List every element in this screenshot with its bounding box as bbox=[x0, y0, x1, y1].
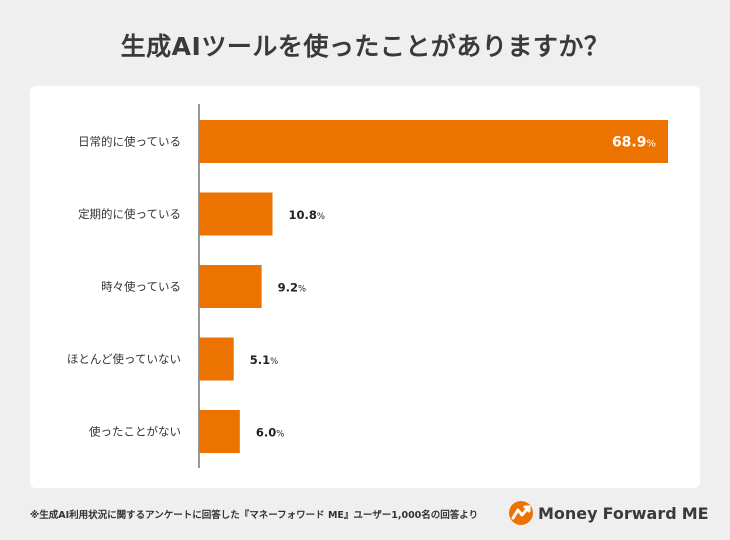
bar bbox=[199, 265, 262, 308]
bar bbox=[199, 410, 240, 453]
category-label: 日常的に使っている bbox=[78, 135, 181, 149]
money-forward-logo-icon bbox=[509, 501, 533, 525]
logo-text-money: Money bbox=[538, 503, 598, 523]
category-label: 定期的に使っている bbox=[78, 207, 181, 221]
bar bbox=[199, 337, 234, 381]
bar bbox=[199, 120, 668, 163]
chart-title: 生成AIツールを使ったことがありますか？ bbox=[120, 32, 610, 61]
bar-chart: 日常的に使っている 68.9% 定期的に使っている 10.8% 時々使っている 9.2% ほ… bbox=[67, 104, 668, 468]
category-label: 時々使っている bbox=[101, 280, 181, 294]
category-label: ほとんど使っていない bbox=[67, 352, 181, 366]
logo-text-forward: Forward bbox=[602, 503, 677, 523]
logo-text-me: ME bbox=[681, 503, 709, 523]
value-label: 5.1% bbox=[250, 353, 278, 367]
money-forward-me-logo: Money Forward ME bbox=[508, 500, 709, 526]
value-label: 6.0% bbox=[256, 426, 284, 440]
value-label: 9.2% bbox=[278, 281, 306, 295]
value-label: 68.9% bbox=[612, 135, 656, 151]
category-label: 使ったことがない bbox=[89, 425, 181, 439]
bar bbox=[199, 192, 273, 236]
footnote: ※生成AI利用状況に関するアンケートに回答した『マネーフォワード ME』ユーザー… bbox=[30, 510, 479, 521]
value-label: 10.8% bbox=[289, 208, 325, 222]
